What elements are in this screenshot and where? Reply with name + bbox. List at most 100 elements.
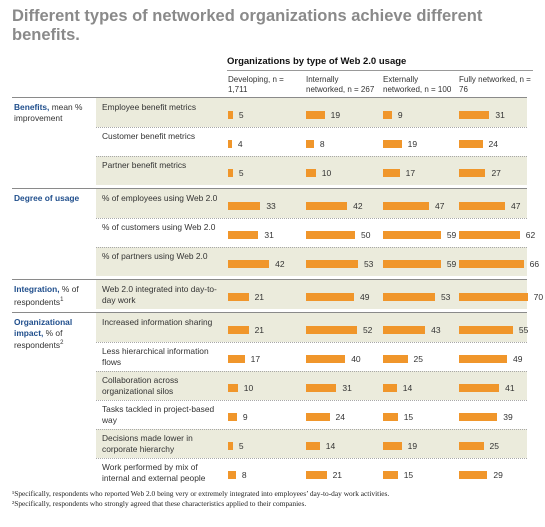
bar-2 (306, 326, 357, 334)
category-label-rest: % of respondents (14, 327, 63, 350)
footnote-2: ²Specifically, respondents who strongly … (12, 498, 307, 508)
value-label: 59 (446, 230, 457, 240)
value-label: 9 (242, 412, 248, 422)
value-label: 29 (493, 470, 503, 480)
bar-1 (228, 202, 261, 210)
row-label: Web 2.0 integrated into day-to-day work (102, 284, 217, 305)
value-label: 4 (237, 139, 243, 149)
bar-1 (228, 293, 249, 301)
value-label: 15 (403, 412, 414, 422)
value-label: 49 (513, 354, 523, 364)
footnote-marker: 1 (60, 296, 64, 303)
value-label: 31 (264, 230, 274, 240)
bar-4 (459, 140, 483, 148)
value-label: 53 (363, 259, 374, 269)
row-separator (96, 400, 527, 401)
value-label: 52 (362, 325, 373, 335)
bar-1 (228, 111, 233, 119)
value-label: 47 (511, 201, 521, 211)
bar-1 (228, 231, 259, 239)
row-label: % of employees using Web 2.0 (102, 193, 218, 203)
bar-3 (383, 355, 408, 363)
bar-2 (306, 111, 325, 119)
column-header-3: Externally networked, n = 100 (383, 75, 452, 94)
value-label: 17 (250, 354, 261, 364)
bar-4 (459, 355, 508, 363)
value-label: 9 (397, 110, 403, 120)
category-label-bold: Integration, (14, 284, 60, 294)
row-separator (96, 371, 527, 372)
bar-1 (228, 413, 237, 421)
footnote-marker: 2 (60, 340, 64, 346)
value-label: 40 (351, 354, 361, 364)
bar-4 (459, 413, 498, 421)
category-rule (12, 312, 527, 313)
row-separator (96, 156, 527, 157)
row-label: Increased information sharing (102, 317, 213, 327)
row-label: % of customers using Web 2.0 (102, 222, 216, 232)
bar-4 (459, 231, 520, 239)
value-label: 17 (405, 168, 416, 178)
bar-3 (383, 202, 430, 210)
row-label: Collaboration across organizational silo… (102, 375, 179, 396)
category-label: Integration, % of respondents1 (14, 284, 92, 307)
row-label: Employee benefit metrics (102, 102, 197, 112)
value-label: 5 (238, 168, 244, 178)
value-label: 25 (489, 441, 499, 451)
value-label: 49 (360, 292, 370, 302)
row-separator (96, 127, 527, 128)
footnote-1: ¹Specifically, respondents who reported … (12, 489, 390, 498)
value-label: 42 (353, 201, 363, 211)
row-separator (96, 218, 527, 219)
value-label: 25 (413, 354, 423, 364)
value-label: 24 (335, 412, 345, 422)
value-label: 14 (402, 383, 413, 393)
column-header-4: Fully networked, n = 76 (459, 75, 531, 94)
bar-1 (228, 140, 232, 148)
category-label: Benefits, mean % improvement (14, 102, 92, 123)
bar-2 (306, 231, 355, 239)
row-separator (96, 429, 527, 430)
value-label: 70 (533, 292, 544, 302)
row-separator (96, 247, 527, 248)
value-label: 24 (488, 139, 498, 149)
row-separator (96, 342, 527, 343)
value-label: 33 (266, 201, 276, 211)
value-label: 19 (407, 139, 418, 149)
bar-2 (306, 384, 337, 392)
column-header-2: Internally networked, n = 267 (306, 75, 375, 94)
bar-1 (228, 442, 233, 450)
bar-3 (383, 169, 400, 177)
bar-2 (306, 169, 316, 177)
bar-1 (228, 326, 249, 334)
value-label: 43 (431, 325, 441, 335)
bar-2 (306, 471, 327, 479)
bar-3 (383, 231, 441, 239)
bar-3 (383, 442, 402, 450)
bar-3 (383, 260, 441, 268)
value-label: 42 (275, 259, 285, 269)
value-label: 66 (529, 259, 540, 269)
category-label-bold: Degree of usage (14, 193, 80, 203)
bar-2 (306, 413, 330, 421)
value-label: 10 (243, 383, 254, 393)
row-separator (96, 458, 527, 459)
value-label: 27 (491, 168, 501, 178)
value-label: 59 (446, 259, 457, 269)
bar-4 (459, 384, 500, 392)
value-label: 53 (440, 292, 451, 302)
category-label-rest: % of respondents (14, 284, 79, 307)
footnotes: ¹Specifically, respondents who reported … (12, 489, 537, 508)
category-label: Degree of usage (14, 193, 92, 204)
category-rule (12, 188, 527, 189)
value-label: 21 (254, 325, 265, 335)
bar-4 (459, 326, 513, 334)
category-label-rest: mean % improvement (14, 102, 83, 123)
bar-1 (228, 384, 238, 392)
bar-2 (306, 293, 355, 301)
value-label: 50 (361, 230, 371, 240)
bar-1 (228, 355, 245, 363)
row-label: % of partners using Web 2.0 (102, 251, 208, 261)
bar-2 (306, 202, 348, 210)
bar-3 (383, 293, 435, 301)
